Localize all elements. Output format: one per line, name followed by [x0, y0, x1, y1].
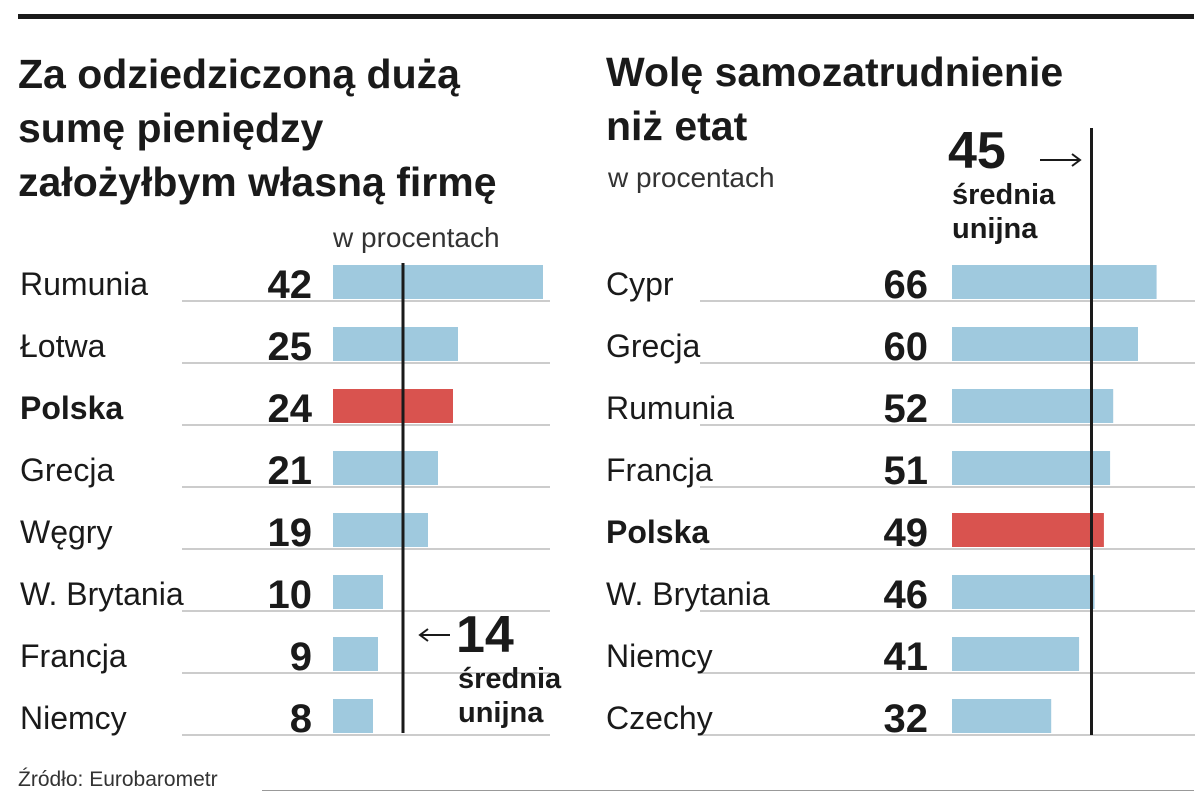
category-label: Grecja: [606, 328, 700, 364]
bar: [333, 451, 438, 485]
category-label: Cypr: [606, 266, 674, 302]
bar: [952, 265, 1157, 299]
arrow-icon: [1040, 153, 1082, 167]
bar: [333, 575, 383, 609]
value-label: 32: [884, 697, 929, 741]
chart-title: Za odziedziczoną dużą sumę pieniędzy zał…: [18, 51, 497, 205]
average-value: 14: [456, 606, 514, 664]
value-label: 24: [268, 387, 313, 431]
category-label: Niemcy: [606, 638, 713, 674]
value-label: 25: [268, 325, 313, 369]
bar: [333, 513, 428, 547]
chart-subtitle: w procentach: [608, 162, 775, 193]
value-label: 51: [884, 449, 929, 493]
value-label: 49: [884, 511, 929, 555]
arrow-icon: [418, 628, 450, 642]
category-label: Grecja: [20, 452, 114, 488]
source-rule: [262, 790, 1194, 791]
bar: [333, 637, 378, 671]
category-label: Francja: [20, 638, 127, 674]
bar: [952, 389, 1114, 423]
average-label: średnia: [458, 663, 562, 695]
category-label: Węgry: [20, 514, 112, 550]
bar: [333, 699, 373, 733]
value-label: 46: [884, 573, 929, 617]
category-label: Polska: [20, 390, 123, 426]
average-value: 45: [948, 122, 1006, 180]
top-rule: [18, 14, 1194, 19]
average-label: średnia: [952, 179, 1056, 211]
category-label: Rumunia: [20, 266, 148, 302]
bar: [952, 575, 1095, 609]
value-label: 52: [884, 387, 929, 431]
category-label: W. Brytania: [20, 576, 184, 612]
bar: [952, 699, 1052, 733]
value-label: 42: [268, 263, 313, 307]
bar: [952, 513, 1104, 547]
category-label: Polska: [606, 514, 709, 550]
bar: [333, 327, 458, 361]
bar: [333, 389, 453, 423]
category-label: Czechy: [606, 700, 713, 736]
category-label: W. Brytania: [606, 576, 770, 612]
chart-panel-right: Wolę samozatrudnienie niż etat w procent…: [590, 0, 1200, 808]
category-label: Francja: [606, 452, 713, 488]
value-label: 60: [884, 325, 929, 369]
bar: [952, 637, 1080, 671]
source-note: Źródło: Eurobarometr: [18, 768, 218, 791]
value-label: 66: [884, 263, 929, 307]
average-label: unijna: [458, 697, 544, 729]
value-label: 19: [268, 511, 313, 555]
value-label: 8: [290, 697, 312, 741]
chart-title: Wolę samozatrudnienie niż etat: [606, 49, 1064, 149]
value-label: 41: [884, 635, 929, 679]
bar-chart-left: Rumunia 42 Łotwa 25 Polska 24 Grecja 21 Węgry 19 W…: [20, 263, 562, 741]
value-label: 10: [268, 573, 313, 617]
value-label: 21: [268, 449, 313, 493]
chart-subtitle: w procentach: [333, 222, 500, 253]
average-label: unijna: [952, 213, 1038, 245]
bar-chart-right: Cypr 66 Grecja 60 Rumunia 52 Francja 51 Polska 49…: [606, 122, 1195, 741]
category-label: Łotwa: [20, 328, 106, 364]
bar: [333, 265, 543, 299]
category-label: Rumunia: [606, 390, 734, 426]
bar: [952, 451, 1111, 485]
value-label: 9: [290, 635, 312, 679]
category-label: Niemcy: [20, 700, 127, 736]
chart-panel-left: Za odziedziczoną dużą sumę pieniędzy zał…: [0, 0, 590, 808]
bar: [952, 327, 1138, 361]
